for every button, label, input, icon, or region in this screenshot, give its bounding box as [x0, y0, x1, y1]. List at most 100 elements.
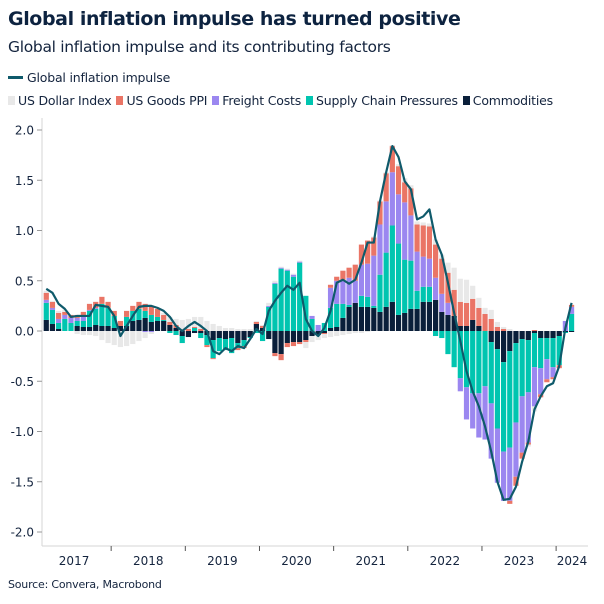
bar-ppi — [476, 307, 482, 326]
bar-ppi — [303, 340, 309, 343]
bar-supply-chain — [74, 320, 80, 326]
bar-usd — [148, 332, 154, 335]
bar-commodities — [309, 331, 315, 337]
bar-commodities — [433, 299, 439, 331]
bar-freight — [80, 316, 86, 321]
bar-commodities — [253, 323, 259, 331]
bar-ppi — [519, 452, 525, 459]
bar-freight — [402, 202, 408, 260]
bar-supply-chain — [68, 322, 74, 331]
bar-usd — [272, 280, 278, 283]
bar-commodities — [346, 306, 352, 331]
bar-usd — [86, 331, 93, 336]
bar-commodities — [340, 317, 346, 331]
bar-freight — [482, 386, 488, 440]
bar-ppi — [531, 330, 538, 331]
bar-ppi — [130, 305, 136, 311]
bar-usd — [241, 328, 247, 331]
bar-supply-chain — [334, 303, 340, 327]
bar-ppi — [136, 301, 142, 309]
bar-usd — [111, 331, 117, 346]
bar-supply-chain — [191, 327, 198, 331]
bar-supply-chain — [340, 303, 346, 318]
bar-ppi — [420, 225, 426, 257]
bar-ppi — [284, 343, 290, 348]
x-tick-label: 2020 — [281, 554, 312, 568]
x-tick-label: 2017 — [59, 554, 90, 568]
bar-commodities — [544, 331, 550, 339]
bar-usd — [482, 307, 488, 314]
bar-usd — [173, 318, 179, 325]
bar-freight — [142, 331, 148, 332]
legend-label: Freight Costs — [222, 93, 302, 108]
bar-commodities — [538, 331, 544, 339]
bar-freight — [420, 256, 426, 287]
bar-freight — [352, 280, 358, 303]
bar-ppi — [86, 303, 93, 310]
bar-ppi — [439, 258, 445, 294]
legend-label: Commodities — [472, 93, 553, 108]
legend-line-swatch — [8, 76, 23, 79]
bar-ppi — [235, 348, 241, 351]
bar-usd — [99, 331, 105, 341]
bar-ppi — [358, 244, 365, 265]
bar-ppi — [402, 182, 408, 203]
bar-usd — [476, 297, 482, 308]
bar-usd — [56, 310, 62, 313]
bar-usd — [74, 331, 80, 335]
bar-ppi — [117, 320, 124, 326]
bar-commodities — [371, 307, 377, 331]
bar-usd — [179, 319, 185, 330]
legend-item-commodities: Commodities — [462, 93, 553, 108]
bar-commodities — [426, 301, 433, 331]
bar-ppi — [507, 500, 513, 504]
bar-commodities — [352, 302, 358, 331]
bar-supply-chain — [568, 313, 575, 331]
bar-commodities — [488, 331, 494, 343]
bar-commodities — [198, 331, 204, 334]
bar-supply-chain — [550, 338, 556, 368]
bar-supply-chain — [395, 243, 402, 315]
bar-ppi — [204, 345, 210, 348]
legend-label: Supply Chain Pressures — [316, 93, 458, 108]
x-tick-label: 2024 — [557, 554, 588, 568]
bar-supply-chain — [439, 331, 445, 339]
bar-freight — [49, 307, 56, 310]
bar-commodities — [402, 312, 408, 331]
bar-commodities — [266, 331, 272, 340]
bar-freight — [365, 263, 371, 297]
bar-commodities — [365, 306, 371, 331]
bar-ppi — [167, 321, 173, 325]
legend-line-item: Global inflation impulse — [8, 70, 170, 85]
bar-supply-chain — [198, 333, 204, 339]
bar-freight — [513, 422, 519, 477]
bar-ppi — [278, 354, 284, 361]
bar-freight — [550, 367, 556, 378]
bar-supply-chain — [154, 316, 161, 321]
bar-usd — [167, 316, 173, 322]
bar-freight — [377, 224, 383, 275]
bar-usd — [130, 331, 136, 345]
bar-ppi — [457, 301, 463, 326]
bar-ppi — [488, 318, 494, 331]
bar-supply-chain — [124, 316, 130, 326]
bar-commodities — [74, 325, 80, 331]
bar-commodities — [383, 306, 389, 331]
bar-freight — [439, 293, 445, 312]
bar-usd — [463, 279, 470, 303]
bar-commodities — [272, 331, 278, 354]
bar-usd — [185, 318, 192, 329]
bar-freight — [93, 307, 99, 309]
bar-usd — [445, 262, 451, 273]
bar-ppi — [124, 310, 130, 317]
bar-usd — [290, 273, 297, 275]
bar-commodities — [315, 331, 321, 336]
bar-freight — [272, 282, 278, 284]
bar-supply-chain — [266, 306, 272, 331]
bar-supply-chain — [482, 331, 488, 387]
bar-supply-chain — [457, 331, 463, 379]
bar-commodities — [327, 327, 334, 331]
bar-commodities — [513, 331, 519, 344]
bar-commodities — [500, 331, 507, 363]
